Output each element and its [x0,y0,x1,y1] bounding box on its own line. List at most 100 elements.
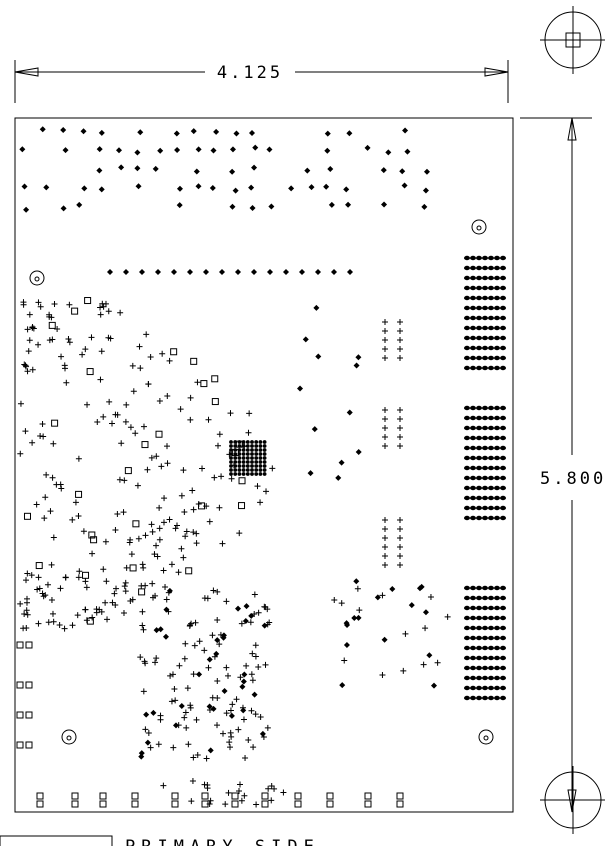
plus-hole [241,792,248,799]
oval-hole [470,285,476,291]
diamond-hole [233,130,240,137]
oval-hole [488,325,494,331]
diamond-hole [229,168,236,175]
oval-hole [494,285,500,291]
diamond-hole [308,184,315,191]
square-hole [294,792,302,800]
plus-hole [254,483,261,490]
diamond-hole [421,203,428,210]
diamond-hole [190,128,197,135]
oval-hole [470,625,476,631]
plus-hole [114,511,121,518]
oval-hole [482,465,488,471]
oval-hole [470,635,476,641]
plus-hole [88,334,95,341]
bga-hole [245,464,250,468]
diamond-hole [76,201,83,208]
plus-hole [23,363,30,370]
plus-hole [185,741,192,748]
diamond-hole [307,470,314,477]
plus-hole [147,353,154,360]
diamond-hole [135,183,142,190]
oval-hole [476,295,482,301]
bga-hole [262,444,267,448]
oval-hole [500,605,506,611]
bga-hole [245,456,250,460]
plus-hole [116,476,123,483]
plus-hole [203,755,210,762]
oval-hole [500,515,506,521]
fiducial [478,729,494,745]
square-hole [185,567,193,575]
plus-hole [163,596,170,603]
plus-hole [34,586,41,593]
plus-hole [397,328,403,334]
square-hole [71,800,79,808]
bga-hole [262,472,267,476]
diamond-hole [251,164,258,171]
oval-hole [476,465,482,471]
plus-hole [218,473,225,480]
diamond-hole [401,182,408,189]
plus-hole [65,336,72,343]
plus-hole [240,716,247,723]
plus-hole [66,301,73,308]
plus-hole [20,301,27,308]
oval-hole [476,345,482,351]
diamond-hole [351,615,358,622]
plus-hole [187,416,194,423]
diamond-hole [143,711,150,718]
oval-hole [488,585,494,591]
plus-hole [100,413,107,420]
plus-hole [242,755,249,762]
oval-hole [500,435,506,441]
plus-hole [166,357,173,364]
plus-hole [23,607,30,614]
diamond-hole [193,168,200,175]
oval-hole [494,415,500,421]
oval-hole [470,365,476,371]
plus-hole [127,424,134,431]
plus-hole [97,304,104,311]
oval-hole [470,675,476,681]
plus-hole [69,516,76,523]
bga-hole [258,448,263,452]
plus-hole [206,706,213,713]
diamond-hole [422,609,429,616]
plus-hole [48,561,55,568]
diamond-hole [385,149,392,156]
plus-hole [209,632,216,639]
plus-hole [201,647,208,654]
oval-hole [482,635,488,641]
square-hole [261,792,269,800]
oval-hole [470,655,476,661]
oval-hole [488,435,494,441]
diamond-hole [107,269,113,275]
oval-hole [470,515,476,521]
diamond-hole [139,269,145,275]
plus-hole [228,475,235,482]
oval-hole [494,605,500,611]
plus-hole [97,376,104,383]
oval-hole [464,515,470,521]
diamond-hole [283,269,289,275]
plus-hole [268,782,275,789]
plus-hole [103,578,110,585]
plus-hole [422,625,429,632]
square-hole [201,792,209,800]
diamond-hole [62,147,69,154]
plus-hole [74,612,81,619]
plus-hole [117,309,124,316]
plus-hole [105,334,112,341]
plus-hole [17,450,24,457]
oval-hole [482,315,488,321]
square-hole [211,375,219,383]
fiducial-dot [66,735,72,741]
plus-hole [382,517,388,523]
plus-hole [104,616,111,623]
oval-hole [476,605,482,611]
plus-hole [269,465,276,472]
plus-hole [397,526,403,532]
plus-hole [26,337,33,344]
